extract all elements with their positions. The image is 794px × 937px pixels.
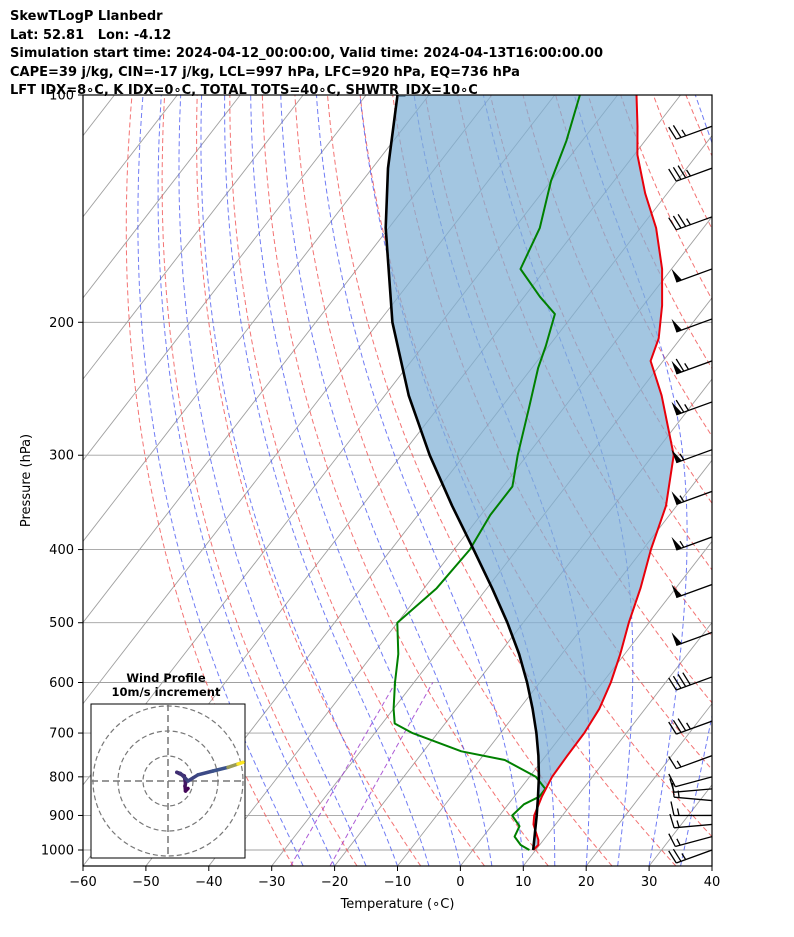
dry-adiabat-line	[751, 95, 794, 866]
hodograph-subtitle: 10m/s increment	[112, 685, 221, 699]
wind-barb	[668, 125, 712, 140]
mixing-ratio-lines	[290, 682, 434, 866]
mixing-ratio-line	[329, 682, 434, 866]
wind-barb	[671, 399, 712, 416]
wind-barb	[668, 165, 712, 182]
isotherm-line	[775, 95, 794, 866]
wind-barb	[671, 358, 712, 375]
wind-barb	[671, 318, 712, 333]
y-tick-label: 300	[49, 449, 74, 464]
moist-adiabat-line	[224, 95, 430, 866]
x-tick-label: 10	[515, 875, 532, 890]
dry-adiabat-line	[784, 95, 794, 866]
x-tick-label: 30	[641, 875, 658, 890]
y-tick-label: 1000	[41, 844, 74, 859]
station-title: SkewTLogP Llanbedr	[10, 9, 163, 24]
x-tick-label: 0	[456, 875, 464, 890]
moist-adiabat-line	[157, 95, 336, 866]
isotherm-line	[711, 865, 712, 866]
wind-barb	[671, 536, 712, 551]
dry-adiabat-line	[555, 95, 712, 438]
dry-adiabat-line	[261, 95, 549, 866]
wind-barb	[668, 718, 712, 735]
y-tick-label: 800	[49, 770, 74, 785]
hodograph-title: Wind Profile	[126, 671, 206, 685]
wind-barb	[668, 213, 712, 231]
x-tick-label: −10	[384, 875, 411, 890]
isotherm-line	[83, 95, 241, 299]
wind-barbs	[668, 125, 712, 864]
wind-barb	[671, 631, 712, 647]
dry-adiabat-line	[229, 95, 485, 866]
hodograph-segment	[186, 773, 200, 783]
isotherm-line	[585, 702, 712, 866]
wind-barb	[668, 672, 712, 691]
moist-adiabat-line	[200, 95, 398, 866]
y-axis-label: Pressure (hPa)	[19, 434, 34, 527]
x-tick-label: 40	[704, 875, 721, 890]
stability-indices: LFT IDX=8∘C, K IDX=0∘C, TOTAL TOTS=40∘C,…	[10, 83, 478, 98]
y-tick-label: 900	[49, 809, 74, 824]
y-tick-label: 400	[49, 543, 74, 558]
parcel-path	[384, 95, 541, 851]
x-axis: −60 −50 −40 −30 −20 −10 0 10 20 30 40 Temperature (…	[69, 866, 720, 912]
y-tick-label: 600	[49, 676, 74, 691]
dry-adiabat-line	[196, 95, 422, 866]
dry-adiabat-line	[685, 95, 712, 158]
y-tick-label: 100	[49, 89, 74, 104]
moist-adiabat-line	[744, 95, 794, 866]
x-tick-label: −20	[321, 875, 348, 890]
dry-adiabat-line	[719, 95, 794, 866]
wind-barb	[668, 833, 712, 848]
hodograph-segment	[196, 769, 215, 777]
wind-barb	[671, 268, 712, 283]
temperature-profile	[532, 95, 675, 851]
y-tick-label: 200	[49, 316, 74, 331]
isotherm-line	[83, 95, 367, 461]
y-axis: 1000 900 800 700 600 500 400 300 200 100 Pressure …	[19, 89, 83, 859]
simulation-times: Simulation start time: 2024-04-12_00:00:…	[10, 46, 603, 61]
station-coordinates: Lat: 52.81 Lon: -4.12	[10, 27, 172, 43]
dewpoint-profile	[392, 95, 581, 851]
wind-barb	[668, 848, 712, 864]
moist-adiabat-line	[178, 95, 367, 866]
dry-adiabat-line	[125, 95, 294, 866]
wind-barb	[669, 778, 712, 793]
parcel-environment-fill	[385, 95, 674, 850]
hodograph-segment	[236, 760, 245, 766]
x-tick-label: 20	[578, 875, 595, 890]
wind-barb	[668, 755, 712, 770]
chart-header: SkewTLogP Llanbedr Lat: 52.81 Lon: -4.12…	[10, 8, 603, 101]
instability-parameters: CAPE=39 j/kg, CIN=-17 j/kg, LCL=997 hPa,…	[10, 64, 520, 80]
wind-barb	[669, 813, 712, 829]
isotherm-line	[522, 621, 712, 866]
x-tick-label: −40	[195, 875, 222, 890]
hodograph-segment	[226, 762, 240, 770]
dry-adiabat-line	[294, 95, 613, 866]
moist-adiabat-line	[137, 95, 304, 866]
wind-barb	[671, 583, 712, 599]
moist-adiabat-line	[250, 95, 461, 866]
wind-barb	[670, 801, 712, 817]
x-axis-label: Temperature (∘C)	[340, 897, 455, 912]
moist-adiabat-line	[711, 864, 712, 866]
y-tick-label: 700	[49, 727, 74, 742]
moist-adiabat-line	[680, 95, 712, 866]
x-tick-label: −30	[258, 875, 285, 890]
plot-area	[83, 95, 794, 866]
x-tick-label: −60	[69, 875, 96, 890]
wind-barb	[671, 490, 712, 506]
hodograph-segment	[211, 765, 230, 773]
x-tick-label: −50	[132, 875, 159, 890]
isotherm-line	[83, 95, 430, 543]
y-tick-label: 500	[49, 616, 74, 631]
moist-adiabat-line	[280, 95, 493, 866]
moist-adiabat-line	[316, 95, 524, 866]
dry-adiabat-line	[652, 95, 712, 230]
wind-barb	[668, 773, 712, 788]
wind-barb	[671, 449, 712, 464]
mixing-ratio-line	[290, 682, 396, 866]
